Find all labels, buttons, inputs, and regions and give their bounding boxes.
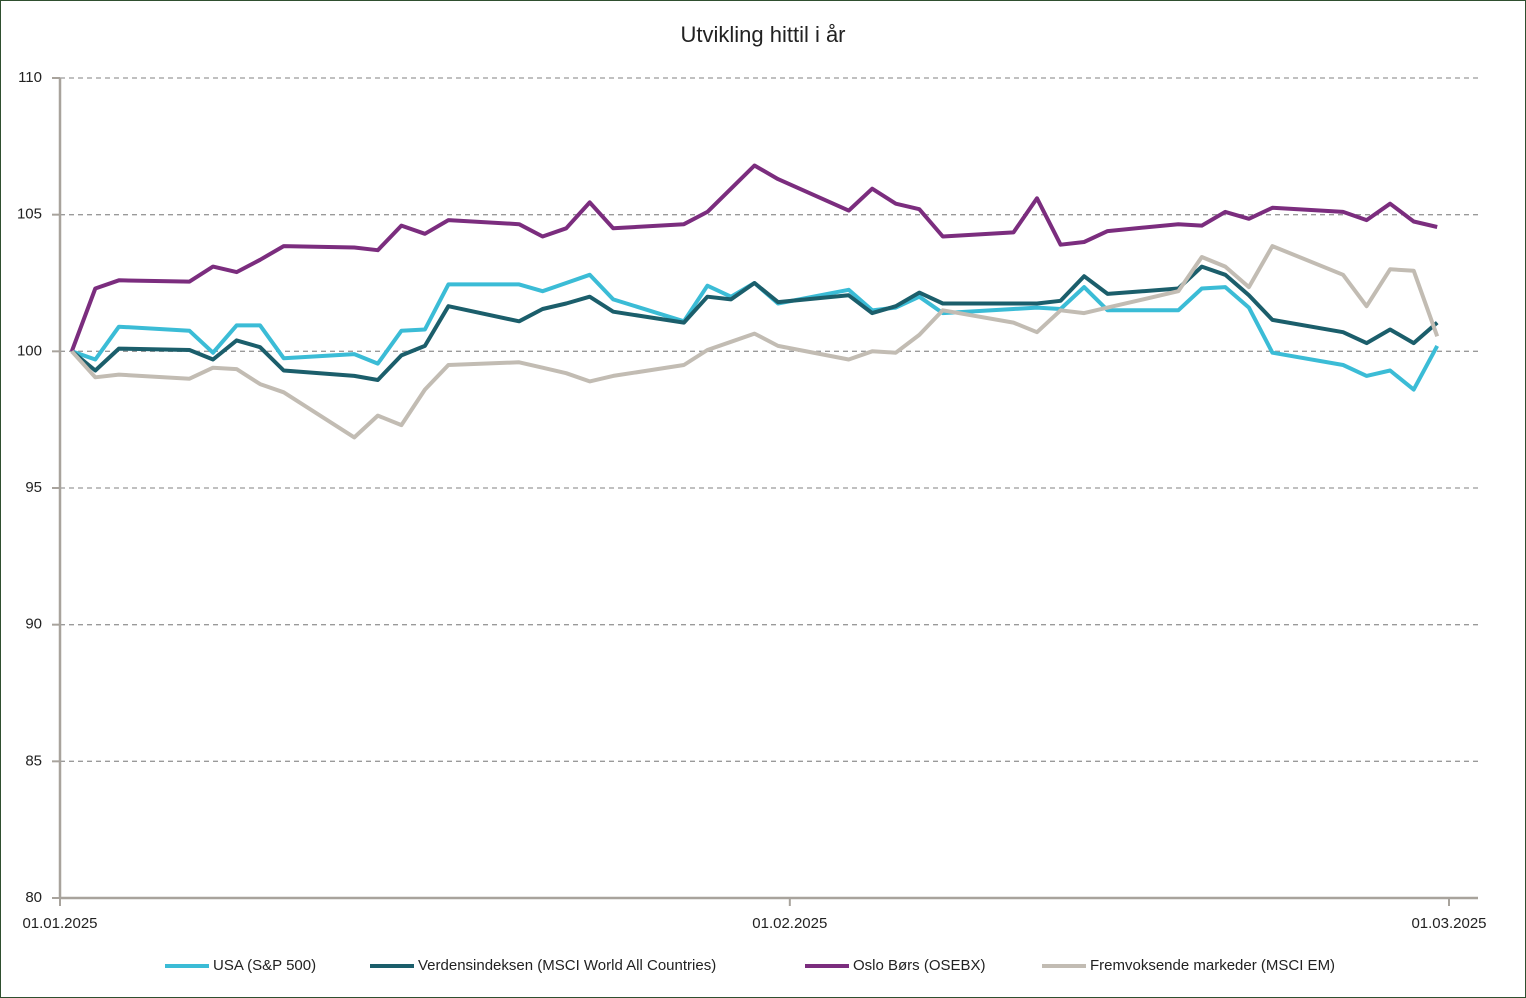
series-line — [70, 244, 1440, 440]
y-tick-label: 95 — [25, 479, 42, 496]
legend-label: Fremvoksende markeder (MSCI EM) — [1090, 957, 1335, 974]
series-line — [70, 264, 1439, 382]
y-tick-label: 100 — [17, 342, 42, 359]
y-tick-label: 90 — [25, 616, 42, 633]
y-tick-label: 105 — [17, 206, 42, 223]
y-tick-label: 80 — [25, 889, 42, 906]
y-tick-label: 85 — [25, 752, 42, 769]
x-tick-label: 01.03.2025 — [1411, 915, 1486, 932]
series-line — [69, 163, 1438, 353]
legend-label: Oslo Børs (OSEBX) — [853, 957, 986, 974]
chart-title: Utvikling hittil i år — [680, 22, 845, 47]
x-tick-label: 01.01.2025 — [22, 915, 97, 932]
legend-label: Verdensindeksen (MSCI World All Countrie… — [418, 957, 716, 974]
legend-label: USA (S&P 500) — [213, 957, 316, 974]
x-tick-label: 01.02.2025 — [752, 915, 827, 932]
y-tick-label: 110 — [18, 69, 42, 86]
